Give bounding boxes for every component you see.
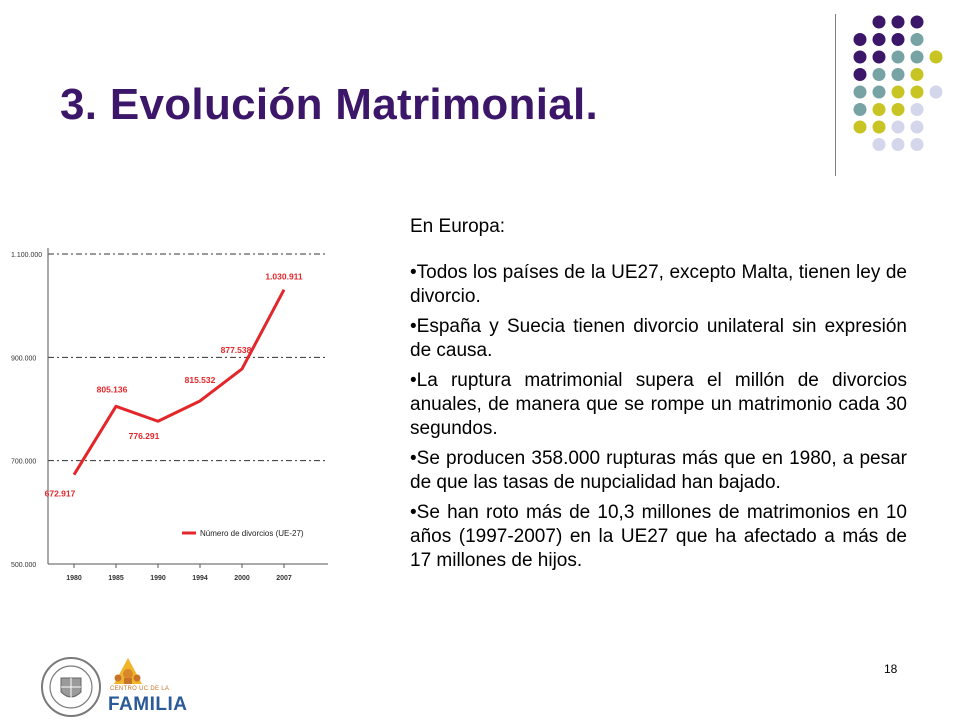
y-tick-label: 1.100.000 (11, 252, 42, 259)
decorative-dot (891, 120, 905, 134)
bullet-item: Se han roto más de 10,3 millones de matr… (410, 501, 907, 573)
decorative-dot (910, 103, 924, 116)
divider-line (835, 14, 836, 176)
decorative-dot (872, 68, 886, 81)
university-seal-logo (41, 657, 101, 717)
decorative-dot (910, 15, 924, 29)
bullet-list: Todos los países de la UE27, excepto Mal… (410, 261, 907, 573)
x-axis-ticks: 1980 1985 1990 1994 2000 2007 (66, 564, 292, 582)
decorative-dot (872, 103, 886, 116)
decorative-dot (891, 138, 905, 151)
page-number: 18 (884, 662, 898, 676)
decorative-dot (891, 85, 905, 99)
data-labels: 672.917 805.136 776.291 815.532 877.538 1.030… (45, 272, 303, 499)
decorative-dot-grid (853, 15, 943, 151)
decorative-dot (872, 33, 886, 46)
x-tick-label: 1980 (66, 575, 82, 582)
decorative-dot (872, 138, 886, 151)
decorative-dot (891, 103, 905, 116)
chart-legend: Número de divorcios (UE-27) (182, 529, 304, 538)
decorative-dot (872, 50, 886, 64)
decorative-dot (891, 15, 905, 29)
decorative-dot (891, 33, 905, 46)
decorative-dot (853, 33, 867, 46)
decorative-dot (891, 68, 905, 81)
bullet-item: La ruptura matrimonial supera el millón … (410, 369, 907, 441)
y-tick-label: 700.000 (11, 459, 36, 466)
bullet-item: Todos los países de la UE27, excepto Mal… (410, 261, 907, 309)
decorative-dot (853, 68, 867, 81)
familia-logo-subtitle: CENTRO UC DE LA (110, 686, 170, 692)
bullet-item: Se producen 358.000 rupturas más que en … (410, 447, 907, 495)
intro-text: En Europa: (410, 216, 506, 237)
slide-title: 3. Evolución Matrimonial. (60, 80, 599, 129)
decorative-dot (853, 85, 867, 99)
decorative-dot (853, 103, 867, 116)
data-label: 1.030.911 (265, 272, 303, 282)
data-label: 877.538 (221, 345, 252, 355)
decorative-dot (910, 138, 924, 151)
decorative-dot (910, 120, 924, 134)
x-tick-label: 1990 (150, 575, 166, 582)
data-label: 672.917 (45, 489, 76, 499)
x-tick-label: 2000 (234, 575, 250, 582)
data-label: 776.291 (129, 431, 160, 441)
decorative-dot (910, 85, 924, 99)
familia-logo-icon (114, 658, 142, 684)
decorative-dot (872, 85, 886, 99)
series-line-divorces (72, 288, 286, 476)
decorative-dot (891, 50, 905, 64)
decorative-dot (853, 120, 867, 134)
data-label: 815.532 (185, 375, 216, 385)
decorative-dot (872, 15, 886, 29)
legend-label: Número de divorcios (UE-27) (200, 529, 304, 538)
y-axis-ticks: 500.000 700.000 900.000 1.100.000 (11, 252, 42, 569)
decorative-dot (853, 50, 867, 64)
decorative-dot (910, 50, 924, 64)
content-text: En Europa: Todos los países de la UE27, … (410, 215, 907, 579)
chart-gridlines (48, 253, 328, 565)
familia-logo-name: FAMILIA (108, 694, 188, 715)
x-tick-label: 1985 (108, 575, 124, 582)
y-tick-label: 500.000 (11, 562, 36, 569)
decorative-dot (872, 120, 886, 134)
bullet-item: España y Suecia tienen divorcio unilater… (410, 315, 907, 363)
decorative-dot (910, 33, 924, 46)
y-tick-label: 900.000 (11, 355, 36, 362)
decorative-dot (929, 85, 943, 99)
data-label: 805.136 (97, 384, 128, 394)
x-tick-label: 2007 (276, 575, 292, 582)
decorative-dot (929, 50, 943, 64)
x-tick-label: 1994 (192, 575, 208, 582)
decorative-dot (910, 68, 924, 81)
